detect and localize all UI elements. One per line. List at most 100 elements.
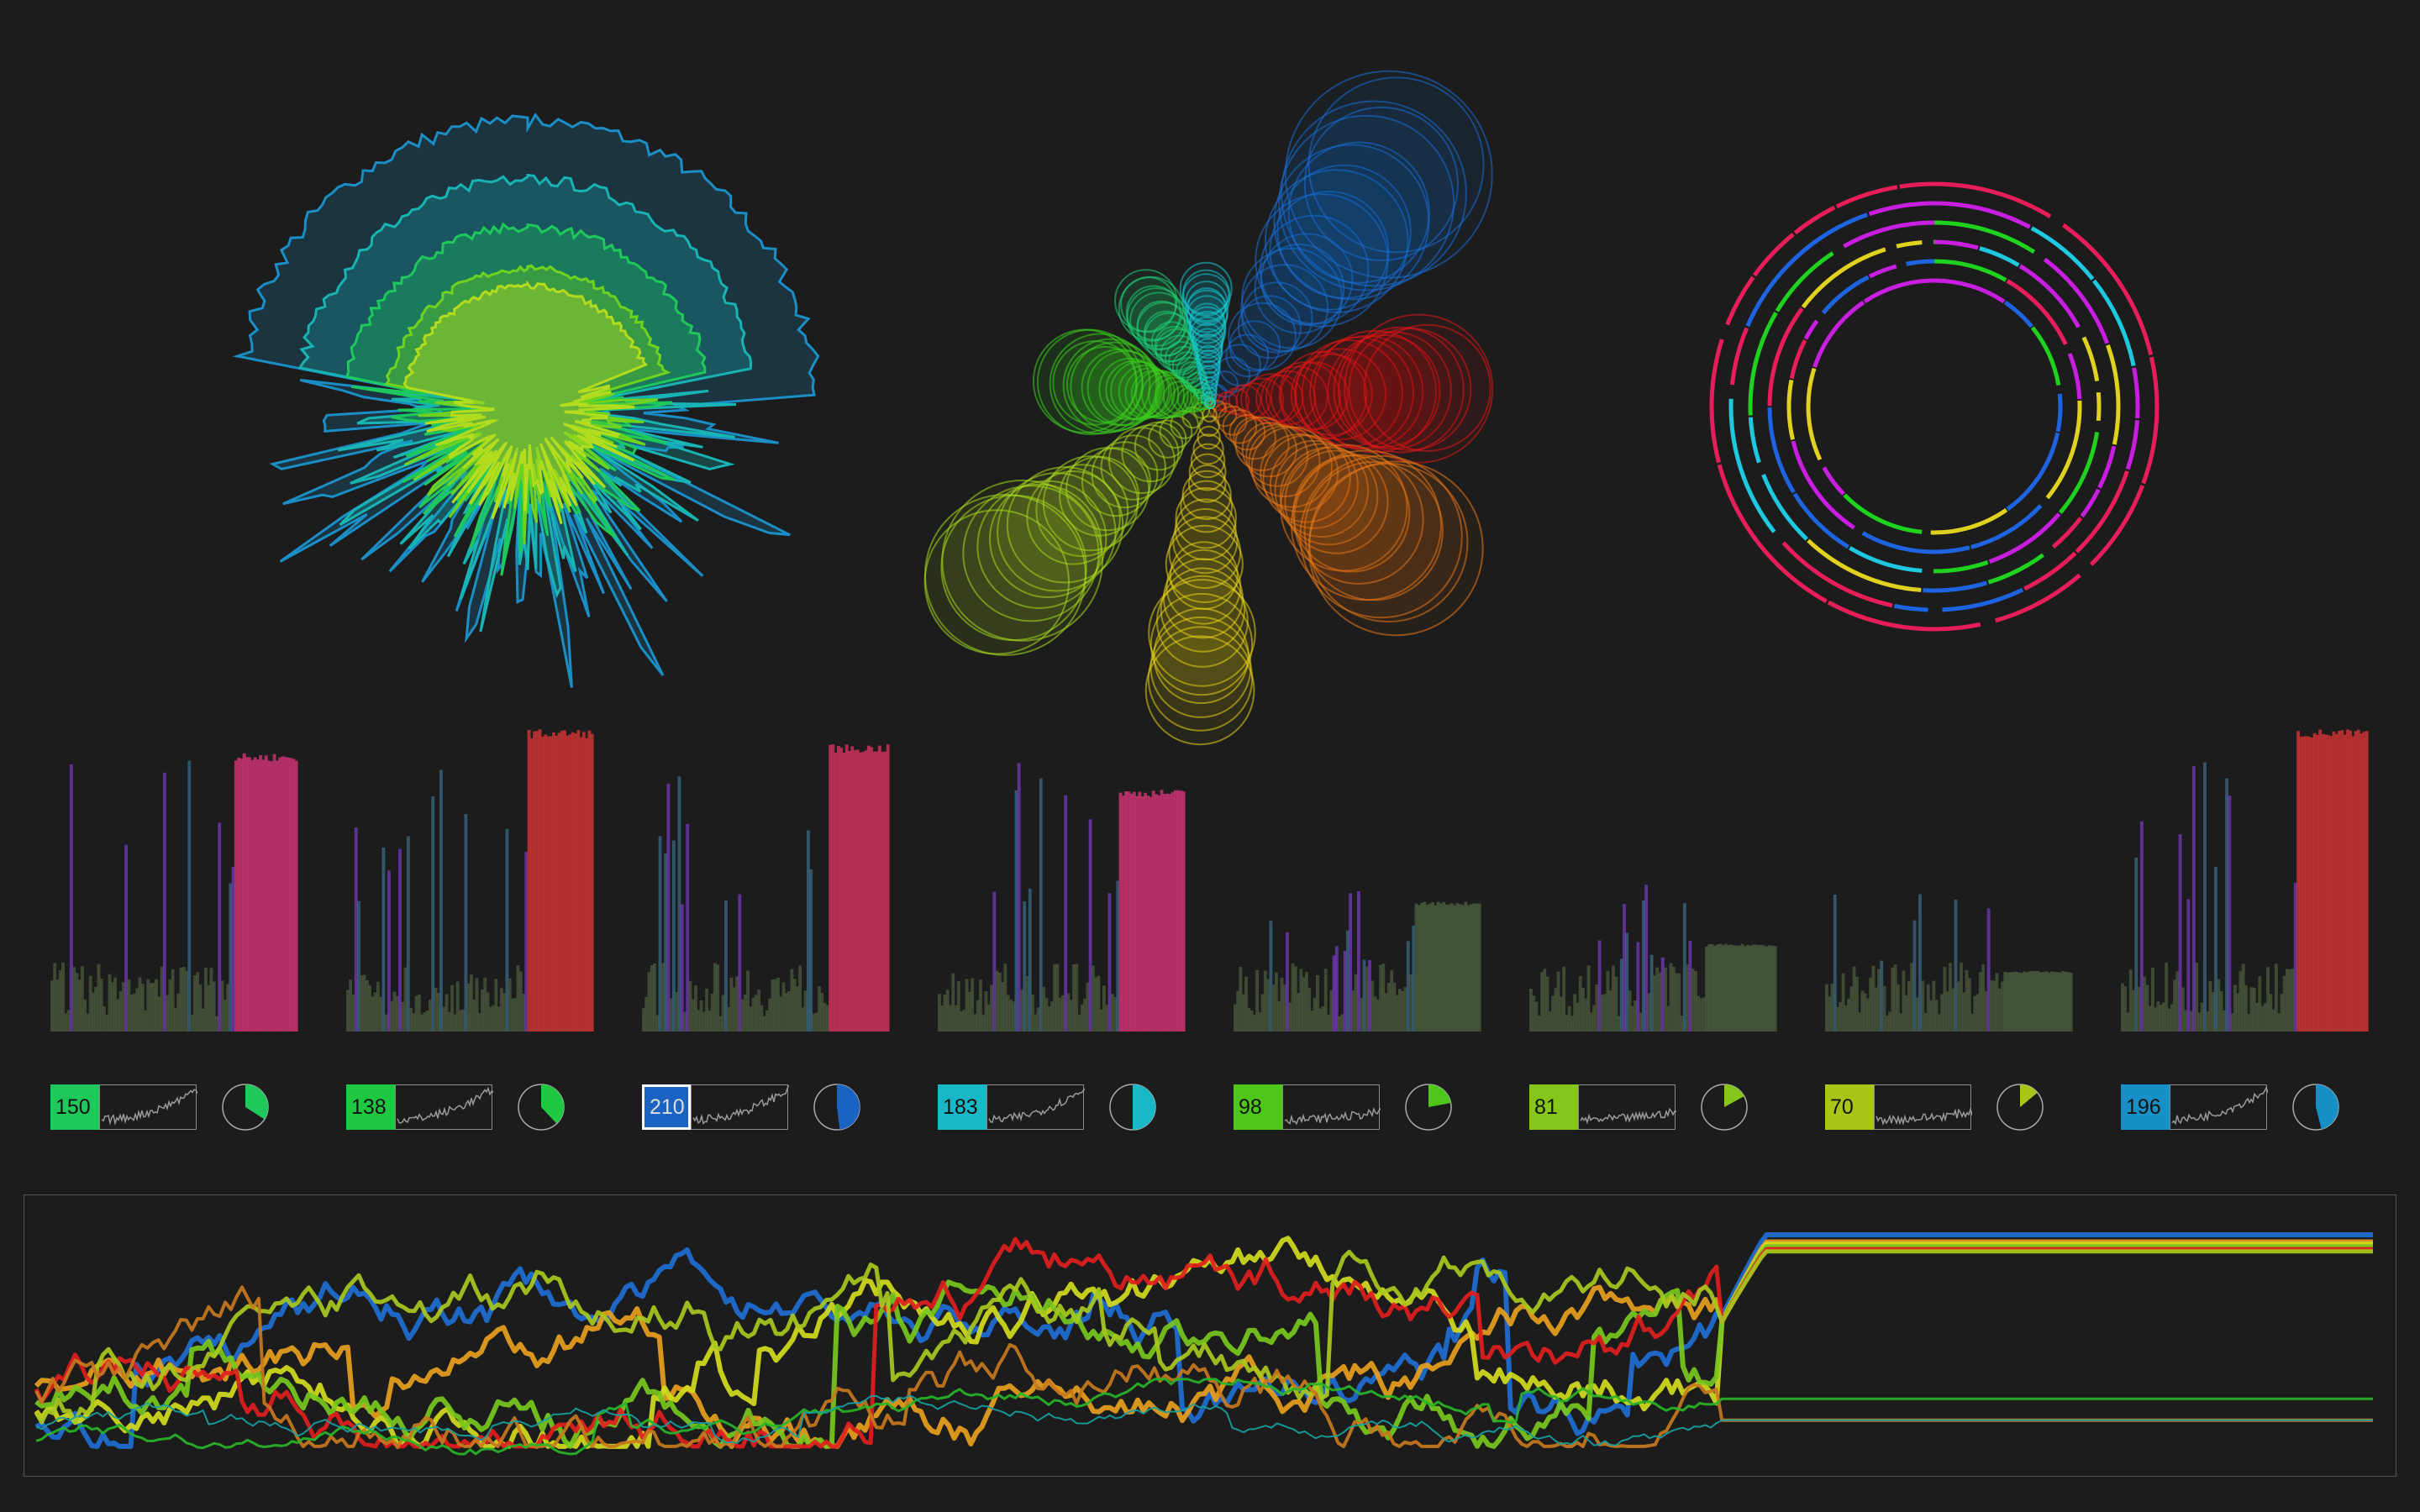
histogram-bar [1340,1014,1344,1032]
histogram-bar [1034,1014,1038,1032]
histogram-bar [2008,972,2012,1032]
histogram-bar [1576,1002,1580,1032]
histogram-bar [877,745,881,1032]
histogram-bar [2047,972,2051,1032]
histogram-bar [215,1016,218,1032]
channel-pie [813,1084,860,1131]
histogram-bar [1307,988,1312,1032]
sparkline-path [2171,1085,2268,1126]
channel-panel[interactable]: 183 [938,1084,1158,1131]
histogram-bar [1091,965,1095,1032]
histogram-bar [2001,981,2004,1032]
histogram-bar [2222,1010,2226,1032]
histogram-bar [1732,945,1736,1032]
histogram-bar [1630,1005,1634,1032]
histogram-bar [151,983,155,1032]
pie-slice [837,1084,860,1130]
histogram-bar [1639,1012,1643,1032]
histogram-bar [1592,1005,1596,1032]
histogram-bar [1323,969,1328,1032]
histogram-bar [475,978,479,1032]
ring-segment [1791,440,1855,530]
histogram-bar [1869,977,1873,1032]
channel-panel[interactable]: 81 [1529,1084,1749,1131]
histogram-bar [1241,994,1245,1032]
histogram-bar [2203,762,2207,1032]
bubble [1338,326,1465,454]
histogram-bar [1116,880,1120,1032]
histogram-bar [686,823,690,1032]
histogram-bar [1606,971,1610,1032]
histogram-bar [2173,979,2176,1032]
channel-panel[interactable]: 196 [2121,1084,2341,1131]
histogram-bar [2345,729,2349,1032]
histogram-bar [2123,986,2128,1032]
ring-segment [1803,319,1819,340]
histogram-bar [1660,957,1665,1032]
channel-panel[interactable]: 138 [346,1084,566,1131]
channel-pie [1109,1084,1156,1131]
histogram-bar [2225,778,2228,1032]
ring-segment [1793,205,1836,235]
histogram-bar [174,1008,177,1032]
histogram-bar [470,974,473,1032]
histogram-bar [2175,971,2180,1032]
histogram-bar [842,753,846,1032]
histogram-bar [275,760,279,1032]
bubble [1187,464,1227,503]
histogram-bar [664,853,667,1032]
histogram-bar [1995,973,1999,1032]
histogram-bar [1417,905,1421,1032]
histogram-bar [1001,982,1004,1032]
radial-area-chart [232,112,820,688]
histogram-bar [488,1006,492,1032]
histogram-bar [1472,903,1476,1032]
histogram-bar [1239,966,1243,1032]
histogram-bar [1036,1007,1040,1032]
histogram-bar [995,970,999,1032]
histogram-bar [1559,996,1563,1032]
histogram-bar [1334,946,1339,1032]
histogram-bar [976,1000,980,1032]
histogram-bar [1357,890,1360,1032]
histogram-bar [2126,1012,2130,1032]
histogram-bar [979,979,982,1032]
histogram-bar [781,982,786,1032]
ring-segment [1861,531,1970,554]
histogram-bar [2354,731,2358,1032]
channel-panel[interactable]: 70 [1825,1084,2045,1131]
histogram-bar [2208,980,2212,1032]
histogram-bar [1061,995,1065,1032]
histogram-bar [453,1014,457,1032]
histogram-bar [1475,903,1479,1032]
bubble [1188,453,1227,491]
histogram-bar [773,979,777,1032]
histogram-bar [1727,944,1731,1032]
ring-segment [1868,201,1935,217]
histogram-bar [2200,1002,2204,1032]
histogram-bar [1578,976,1582,1032]
channel-panel[interactable]: 150 [50,1084,271,1131]
histogram-bar [1360,998,1364,1032]
histogram-bar [1589,1012,1593,1032]
histogram-bar [1573,994,1577,1032]
histogram-bar [653,963,656,1032]
histogram-bar [121,982,125,1032]
histogram-bar [149,983,153,1032]
ring-segment [1987,553,2044,585]
channel-panel[interactable]: 210 [642,1084,862,1131]
histogram-bar [144,1011,147,1032]
timeline-chart [24,1194,2396,1477]
histogram-bar [1760,944,1764,1032]
histogram-bar [2228,795,2232,1032]
channel-panel[interactable]: 98 [1234,1084,1454,1131]
bubble [1250,426,1334,508]
bubble [1344,313,1494,464]
ring-segment [1930,508,2008,535]
histogram-bar [187,760,192,1032]
histogram-bar [264,755,268,1032]
histogram-bar [751,997,755,1032]
timeline-plot [34,1232,2373,1456]
sparkline-path [397,1086,493,1124]
histogram-bar [702,1011,706,1032]
